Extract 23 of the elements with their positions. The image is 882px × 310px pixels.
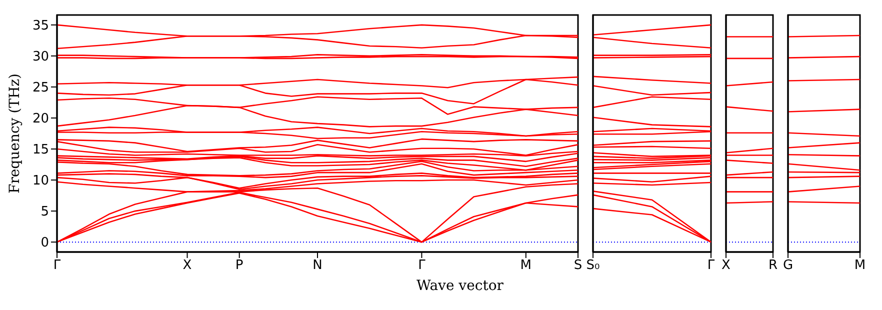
x-tick-label: M: [520, 258, 532, 274]
y-tick-label: 5: [40, 204, 49, 220]
x-tick-label: X: [182, 258, 192, 274]
y-tick-label: 20: [32, 112, 49, 127]
x-tick-label: Γ: [707, 258, 716, 274]
y-tick-label: 0: [40, 236, 49, 251]
y-tick-label: 25: [32, 80, 49, 96]
x-tick-label: Γ: [53, 258, 62, 274]
y-tick-label: 15: [32, 142, 49, 158]
y-tick-label: 10: [32, 174, 49, 189]
x-tick-label: P: [235, 258, 244, 274]
x-tick-label: R: [768, 258, 778, 274]
x-tick-label: G: [782, 258, 794, 274]
x-axis-title: Wave vector: [416, 278, 504, 294]
x-tick-label: S₀: [586, 258, 600, 274]
y-tick-label: 35: [32, 18, 49, 34]
y-axis-title: Frequency (THz): [6, 73, 23, 194]
y-tick-label: 30: [32, 50, 49, 65]
x-tick-label: S: [574, 258, 582, 274]
x-tick-label: M: [854, 258, 866, 274]
x-tick-label: N: [312, 258, 322, 274]
x-tick-label: X: [722, 258, 731, 274]
x-tick-label: Γ: [418, 258, 426, 274]
